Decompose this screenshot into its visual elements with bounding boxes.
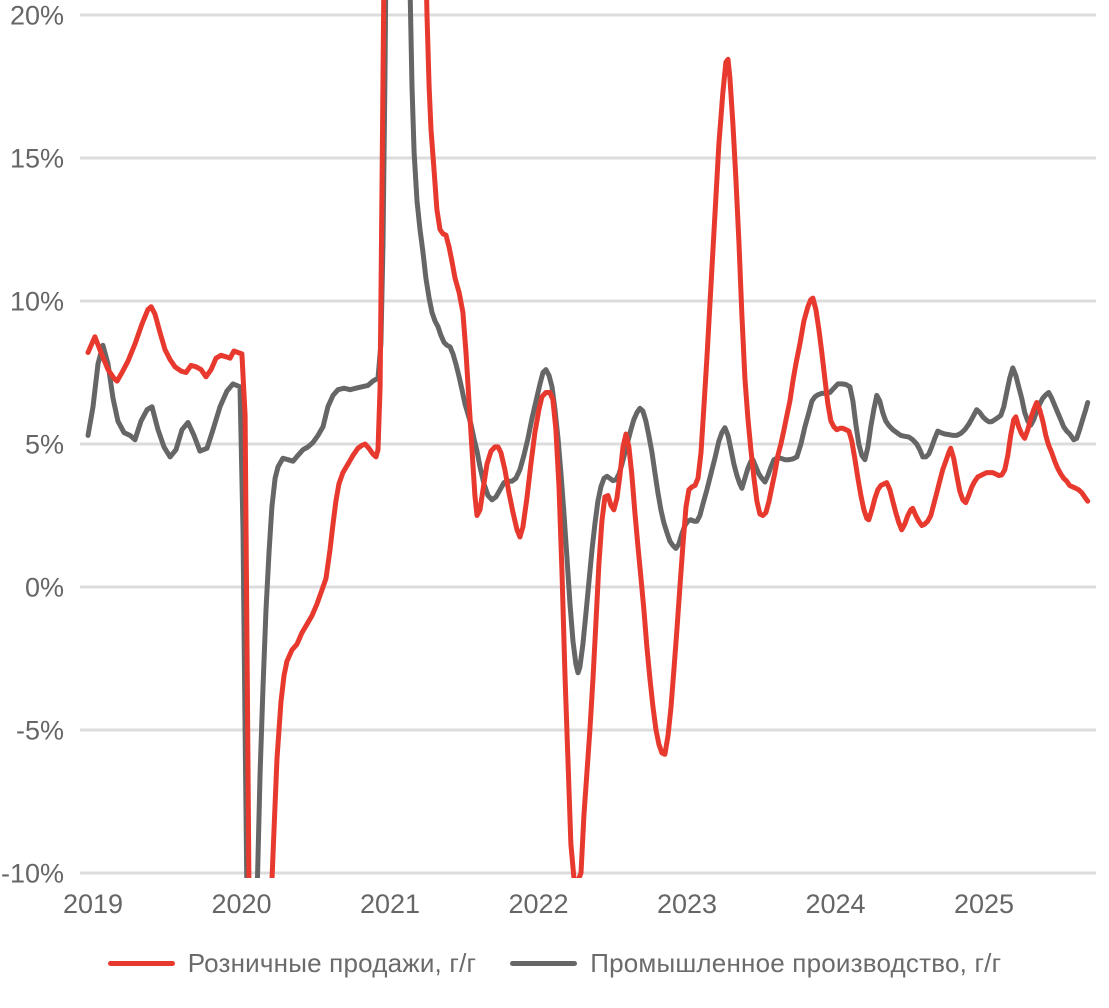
x-tick-label-2021: 2021 (360, 889, 420, 919)
y-tick-label-10%: 10% (10, 287, 64, 317)
series-line-0 (85, 0, 1091, 878)
y-tick-label--5%: -5% (16, 716, 64, 746)
legend-item-industry: Промышленное производство, г/г (510, 948, 1001, 979)
chart-legend: Розничные продажи, г/г Промышленное прои… (0, 948, 1109, 979)
series-lines (85, 0, 1091, 878)
x-tick-label-2023: 2023 (657, 889, 717, 919)
x-tick-label-2025: 2025 (954, 889, 1014, 919)
y-axis-labels: 20% 15% 10% 5% 0% -5% -10% (1, 1, 64, 889)
retail-legend-label: Розничные продажи, г/г (187, 948, 477, 978)
y-tick-label--10%: -10% (1, 859, 64, 889)
series-line-1 (85, 0, 1091, 878)
x-axis-labels: 2019 2020 2021 2022 2023 2024 2025 (63, 889, 1014, 919)
industry-legend-label: Промышленное производство, г/г (590, 948, 1002, 978)
y-tick-label-20%: 20% (10, 1, 64, 31)
retail-line-swatch (107, 961, 175, 966)
x-tick-label-2024: 2024 (805, 889, 865, 919)
x-tick-label-2020: 2020 (211, 889, 271, 919)
y-tick-label-5%: 5% (25, 430, 64, 460)
legend-item-retail: Розничные продажи, г/г (107, 948, 477, 979)
y-tick-label-0%: 0% (25, 573, 64, 603)
x-tick-label-2019: 2019 (63, 889, 123, 919)
x-tick-label-2022: 2022 (508, 889, 568, 919)
y-tick-label-15%: 15% (10, 144, 64, 174)
industry-line-swatch (510, 961, 578, 966)
